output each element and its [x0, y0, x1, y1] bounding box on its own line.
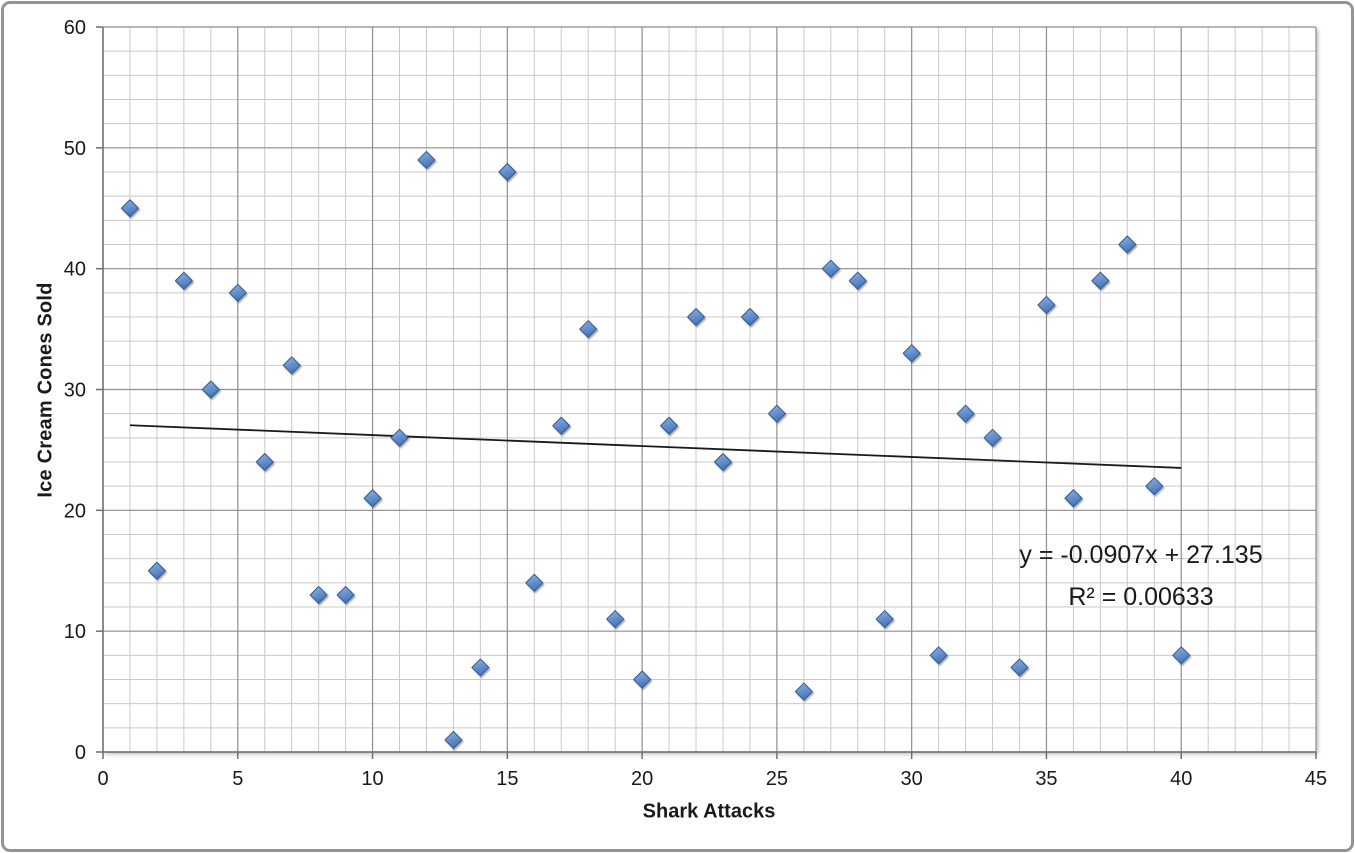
x-tick-label: 20 — [631, 768, 653, 790]
data-point — [228, 283, 247, 302]
data-point — [902, 344, 921, 363]
data-point — [1172, 646, 1191, 665]
data-point — [174, 271, 193, 290]
data-point — [336, 585, 355, 604]
x-tick-label: 15 — [496, 768, 518, 790]
data-point — [498, 163, 517, 181]
data-point — [417, 150, 436, 169]
data-point — [633, 670, 652, 689]
data-point — [525, 573, 544, 592]
data-point — [929, 646, 948, 665]
x-tick-label: 35 — [1035, 768, 1057, 790]
major-gridlines — [102, 26, 1317, 753]
axes — [96, 26, 1317, 759]
data-point — [821, 259, 840, 278]
data-point — [120, 199, 139, 218]
data-point — [794, 682, 813, 701]
y-tick-label: 50 — [64, 138, 86, 160]
x-tick-label: 40 — [1170, 768, 1192, 790]
data-point — [606, 610, 625, 629]
data-point — [552, 416, 571, 435]
data-point — [1091, 271, 1110, 290]
y-tick-label: 30 — [64, 380, 86, 402]
trendline-label: y = -0.0907x + 27.135 R² = 0.00633 — [1019, 534, 1262, 618]
x-tick-label: 5 — [232, 768, 243, 790]
data-point — [1037, 295, 1056, 314]
y-tick-label: 60 — [64, 17, 86, 39]
data-point — [767, 404, 786, 423]
data-point — [740, 308, 759, 326]
trendline — [129, 424, 1182, 469]
data-point — [255, 453, 274, 471]
y-tick-label: 20 — [64, 500, 86, 522]
data-point — [713, 453, 732, 471]
x-tick-label: 45 — [1305, 768, 1327, 790]
data-point — [848, 271, 867, 290]
x-axis-title: Shark Attacks — [642, 800, 776, 823]
data-point — [1145, 477, 1164, 496]
trendline-r-squared-text: R² = 0.00633 — [1068, 583, 1214, 611]
x-tick-label: 25 — [766, 768, 788, 790]
data-point — [956, 404, 975, 423]
data-point — [983, 428, 1002, 447]
data-point — [471, 658, 490, 677]
y-tick-label: 40 — [64, 259, 86, 281]
data-point — [201, 380, 220, 399]
data-point — [579, 320, 598, 339]
data-point — [1118, 235, 1137, 254]
data-point — [147, 561, 166, 580]
data-point — [1064, 489, 1083, 508]
data-point — [309, 585, 328, 604]
data-point — [875, 610, 894, 629]
x-tick-label: 0 — [97, 768, 108, 790]
x-tick-label: 10 — [361, 768, 383, 790]
data-point — [282, 356, 301, 375]
y-tick-label: 10 — [64, 621, 86, 643]
data-point — [660, 416, 679, 435]
data-point — [363, 489, 382, 508]
x-tick-label: 30 — [901, 768, 923, 790]
y-axis-title: Ice Cream Cones Sold — [34, 282, 57, 498]
tick-labels: 0 5 10 15 20 25 30 35 40 45 0 10 20 30 40 50 60 — [64, 17, 1327, 790]
data-points — [120, 150, 1191, 749]
data-point — [390, 428, 409, 447]
data-point — [1010, 658, 1029, 677]
data-point — [687, 308, 706, 326]
data-point — [444, 730, 463, 749]
y-tick-label: 0 — [75, 742, 86, 764]
trendline-equation-text: y = -0.0907x + 27.135 — [1019, 541, 1263, 569]
